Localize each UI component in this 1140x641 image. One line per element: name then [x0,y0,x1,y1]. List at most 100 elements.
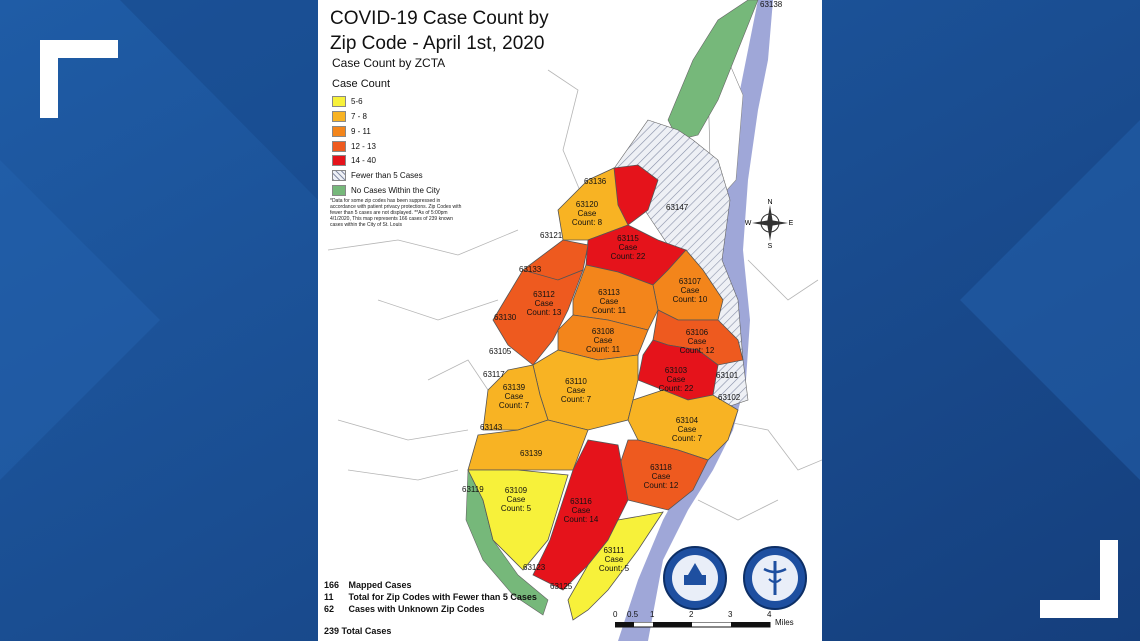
area-label-63118: 63118 Case Count: 12 [631,463,691,490]
zip-label-63101: 63101 [716,371,739,380]
area-count: Count: 5 [598,564,630,573]
area-63103 [637,339,719,401]
area-label-63115: 63115 Case Count: 22 [598,234,658,261]
area-zip: 63115 [617,234,639,243]
area-zip: 63111 [603,546,625,555]
area-label-63108: 63108 Case Count: 11 [573,327,633,354]
area-case: Case [571,506,591,515]
stat-mapped-cases: 166 Mapped Cases [324,580,412,590]
stat-number: 62 [324,604,335,614]
legend-label: No Cases Within the City [351,186,440,195]
compass-rose-icon: N S E W [745,199,794,248]
area-case: Case [566,386,586,395]
area-count: Count: 10 [672,295,708,304]
stat-total-cases: 239 Total Cases [324,626,392,636]
area-count: Count: 22 [658,384,694,393]
area-case: Case [593,336,613,345]
area-count: Count: 12 [679,346,715,355]
area-count: Count: 22 [610,252,646,261]
area-zip: 63109 [504,486,528,495]
area-63139 [482,364,549,431]
legend-swatch [332,111,346,123]
stat-label: Mapped Cases [348,580,412,590]
zip-label-63102: 63102 [718,393,741,402]
compass-e: E [789,220,794,227]
legend-label: 5-6 [351,97,363,106]
area-label-63109: 63109 Case Count: 5 [486,486,546,513]
legend-swatch [332,185,346,197]
area-zip: 63110 [565,377,587,386]
area-label-63104: 63104 Case Count: 7 [657,416,717,443]
area-case: Case [666,375,686,384]
area-zip: 63107 [678,277,702,286]
compass-w: W [745,220,752,227]
area-case: Case [504,392,524,401]
zip-label-63121: 63121 [540,231,563,240]
scale-tick: 3 [728,610,733,619]
map-subtitle: Case Count by ZCTA [332,56,446,70]
stat-number: 11 [324,592,334,602]
zip-label-63139-south: 63139 [520,449,543,458]
area-count: Count: 11 [585,345,621,354]
area-zip: 63120 [575,200,599,209]
area-63112 [492,269,584,366]
area-zip: 63118 [650,463,672,472]
stat-number: 166 [324,580,340,590]
legend-item-5-6: 5-6 [332,96,363,108]
area-case: Case [577,209,597,218]
legend-item-fewer-than-5: Fewer than 5 Cases [332,170,423,182]
legend-item-14-40: 14 - 40 [332,155,376,167]
area-label-63116: 63116 Case Count: 14 [551,497,611,524]
zip-polygons [467,164,744,621]
zip-label-63138: 63138 [760,0,783,9]
area-count: Count: 7 [560,395,592,404]
area-zip: 63106 [685,328,709,337]
scale-bar-graphic [615,622,771,628]
corner-bracket-bottom-right [1040,540,1118,618]
area-case: Case [618,243,638,252]
compass-n: N [767,199,772,206]
legend-item-12-13: 12 - 13 [332,141,376,153]
scale-tick: 2 [689,610,694,619]
area-63120 [557,167,629,241]
zip-label-63147: 63147 [666,203,689,212]
area-case: Case [604,555,624,564]
area-label-63110: 63110 Case Count: 7 [546,377,606,404]
area-case: Case [534,299,554,308]
title-line-2: Zip Code - April 1st, 2020 [330,33,545,54]
map-title: COVID-19 Case Count by Zip Code - April … [330,6,580,56]
zip-label-63125: 63125 [550,582,573,591]
area-63104 [627,389,739,461]
area-count: Count: 7 [671,434,703,443]
area-zip: 63108 [591,327,615,336]
area-zip: 63112 [533,290,555,299]
scale-unit: Miles [775,618,794,627]
scale-tick: 0.5 [627,610,639,619]
area-63111 [567,511,664,621]
stat-label: Cases with Unknown Zip Codes [348,604,485,614]
zip-label-63133: 63133 [519,265,542,274]
area-zip: 63139 [502,383,526,392]
compass-s: S [768,243,773,248]
area-count: Count: 8 [571,218,603,227]
legend-item-no-cases: No Cases Within the City [332,185,440,197]
zip-code-map [327,0,822,641]
corner-bracket-top-left [40,40,118,118]
area-count: Count: 7 [498,401,530,410]
title-line-1: COVID-19 Case Count by [330,8,549,29]
legend-label: 14 - 40 [351,156,376,165]
zip-label-63136: 63136 [584,177,607,186]
area-case: Case [506,495,526,504]
data-note: *Data for some zip codes has been suppre… [330,198,462,228]
legend-swatch [332,126,346,138]
area-63109 [467,469,569,571]
zip-label-63143: 63143 [480,423,503,432]
area-zip: 63116 [570,497,592,506]
zip-label-63130: 63130 [494,313,517,322]
county-boundaries [327,69,822,521]
area-case: Case [687,337,707,346]
zip-label-63123: 63123 [523,563,546,572]
stat-fewer-cases: 11 Total for Zip Codes with Fewer than 5… [324,592,537,602]
area-zip: 63103 [664,366,688,375]
legend-item-9-11: 9 - 11 [332,126,371,138]
